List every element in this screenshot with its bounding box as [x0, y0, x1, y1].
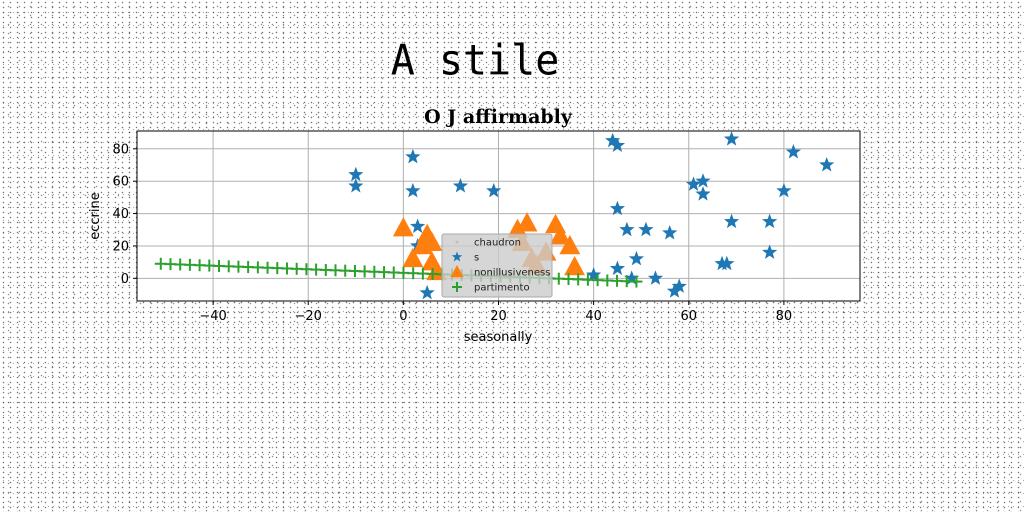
data-point-triangle	[564, 256, 586, 276]
data-point-star	[609, 137, 626, 153]
data-point-star	[410, 218, 426, 233]
legend-entry: partimento	[452, 282, 530, 294]
data-point-star	[405, 148, 421, 164]
data-point-star	[405, 182, 421, 198]
legend-label: chaudron	[474, 238, 521, 249]
figure-title: A stile	[390, 36, 560, 86]
y-axis-label: eccrine	[88, 192, 103, 240]
y-tick-label: 40	[112, 207, 129, 222]
data-point-star	[762, 213, 778, 229]
x-tick-label: 80	[776, 309, 793, 324]
x-tick-label: 60	[680, 309, 697, 324]
x-tick-label: 0	[399, 309, 407, 324]
data-point-triangle	[402, 247, 424, 268]
data-point-star	[609, 260, 626, 276]
x-tick-label: 40	[585, 309, 602, 324]
data-point-star	[762, 244, 778, 259]
chart-title: O J affirmably	[424, 106, 573, 128]
y-axis: 0 20 40 60 80	[112, 142, 137, 287]
data-point-plus	[630, 275, 643, 288]
data-point-star	[348, 178, 364, 193]
data-point-star	[785, 144, 802, 159]
plot-frame	[136, 130, 861, 302]
data-point-triangle	[421, 231, 443, 251]
x-tick-label: 20	[490, 309, 507, 324]
data-point-star	[624, 270, 640, 285]
data-point-star	[609, 200, 626, 216]
x-axis: −40 −20 0 20 40 60 80	[199, 301, 792, 324]
legend-marker	[452, 282, 462, 292]
data-point-star	[685, 176, 702, 191]
legend-marker	[451, 251, 463, 262]
data-point-star	[776, 182, 792, 198]
data-point-triangle	[516, 212, 538, 232]
data-point-star	[819, 157, 835, 172]
x-tick-label: −20	[295, 309, 322, 324]
legend-box	[441, 233, 553, 298]
data-point-star	[723, 131, 740, 146]
data-point-star	[452, 178, 469, 193]
legend-label: nonillusiveness	[474, 268, 550, 279]
legend-entry: chaudron	[455, 238, 521, 249]
data-point-star	[628, 250, 645, 266]
data-point-triangle	[392, 217, 414, 237]
data-point-star	[695, 173, 711, 188]
data-point-star	[719, 255, 735, 271]
legend-entry: s	[451, 251, 479, 264]
data-point-triangle	[549, 225, 571, 245]
legend-marker	[450, 265, 464, 278]
data-point-star	[486, 182, 502, 198]
data-point-star	[348, 166, 364, 182]
legend-label: partimento	[474, 283, 530, 294]
y-tick-label: 60	[112, 175, 129, 190]
y-tick-label: 20	[112, 239, 129, 254]
legend: chaudron s nonillusiveness partimento	[441, 233, 553, 298]
x-axis-label: seasonally	[464, 330, 533, 345]
data-point-star	[619, 221, 635, 237]
legend-label: s	[474, 253, 479, 264]
y-tick-label: 0	[121, 272, 129, 287]
data-point-star	[586, 267, 602, 282]
legend-marker	[455, 240, 459, 244]
data-point-star	[671, 278, 687, 293]
data-point-star	[638, 221, 654, 237]
data-point-star	[605, 132, 621, 148]
y-tick-label: 80	[112, 142, 129, 157]
data-point-star	[647, 270, 664, 285]
x-tick-label: −40	[199, 309, 226, 324]
data-point-star	[662, 225, 678, 240]
legend-entry: nonillusiveness	[450, 265, 550, 279]
data-point-triangle	[559, 234, 581, 255]
data-point-star	[419, 284, 435, 300]
data-point-star	[695, 186, 711, 201]
data-point-star	[723, 213, 740, 229]
data-point-star	[666, 283, 683, 298]
